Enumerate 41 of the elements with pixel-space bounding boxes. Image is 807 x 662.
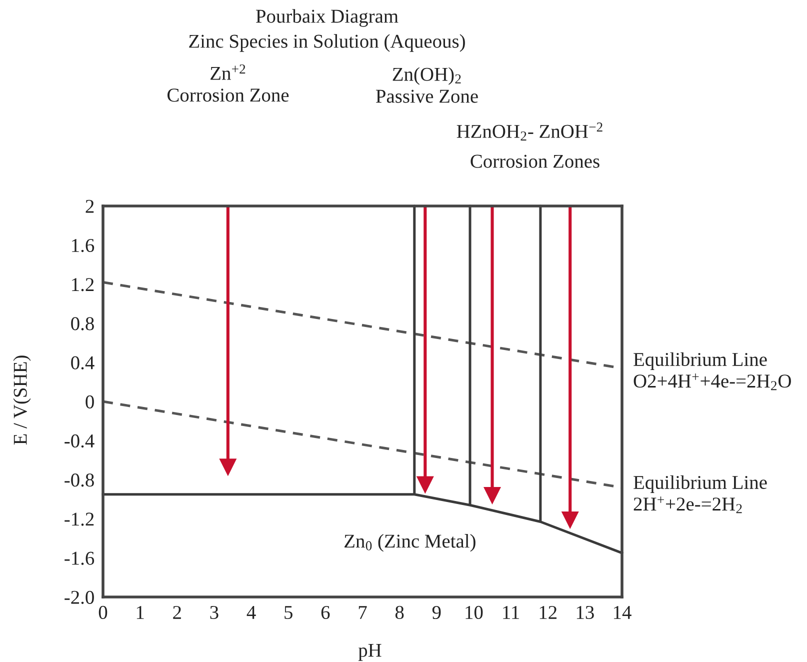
y-tick-label: 1.2 — [72, 278, 94, 292]
y-tick-label: -0.4 — [64, 434, 94, 448]
x-axis-title: pH — [358, 644, 382, 661]
y-tick-label: -0.8 — [64, 474, 94, 487]
x-tick-label: 4 — [246, 606, 256, 619]
point — [416, 476, 434, 493]
y-tick-label: -2.0 — [64, 590, 94, 604]
x-tick-label: 11 — [503, 606, 519, 619]
y-axis-title: E / V(SHE) — [13, 356, 31, 445]
x-tick-label: 3 — [210, 606, 218, 620]
text: Zn(OH)$_{2}$ Passive Zone — [376, 67, 478, 103]
text: Corrosion Zones — [470, 154, 600, 168]
x-tick-label: 0 — [98, 606, 108, 620]
series-label: Equilibrium Line O2+4H$^{+}$+4e-=2H$_{2}$O — [634, 352, 791, 390]
y-tick-label: 0 — [86, 395, 94, 408]
point — [220, 458, 236, 476]
x-tick-label: 8 — [395, 606, 404, 620]
x-tick-label: 7 — [358, 606, 367, 619]
text: Zn$^{+2}$ Corrosion Zone — [168, 64, 289, 102]
annotation: Zn$_{0}$ (Zinc Metal) — [344, 534, 476, 552]
point — [484, 487, 501, 504]
x-tick-label: 1 — [136, 606, 144, 619]
x-tick-label: 2 — [173, 606, 181, 619]
x-tick-label: 14 — [614, 606, 632, 619]
point — [562, 511, 578, 528]
y-tick-label: 0.4 — [71, 356, 94, 370]
y-tick-label: 1.6 — [72, 238, 94, 252]
text: HZnOH$_{2}$- ZnOH$^{−2}$ — [456, 122, 602, 140]
y-tick-label: 0.8 — [71, 317, 94, 330]
x-tick-label: 9 — [432, 606, 441, 620]
y-tick-label: -1.2 — [64, 512, 94, 526]
x-tick-label: 6 — [321, 606, 330, 620]
y-tick-label: 2 — [86, 200, 94, 213]
chart-subtitle: Zinc Species in Solution (Aqueous) — [189, 34, 465, 52]
x-tick-label: 13 — [576, 606, 594, 620]
x-tick-label: 12 — [540, 606, 557, 619]
y-tick-label: -1.6 — [64, 552, 94, 565]
x-tick-label: 10 — [466, 606, 483, 620]
series-label: Equilibrium Line 2H$^{+}$+2e-=2H$_{2}$ — [634, 475, 767, 514]
x-tick-label: 5 — [284, 606, 292, 620]
chart-title: Pourbaix Diagram — [256, 9, 398, 27]
